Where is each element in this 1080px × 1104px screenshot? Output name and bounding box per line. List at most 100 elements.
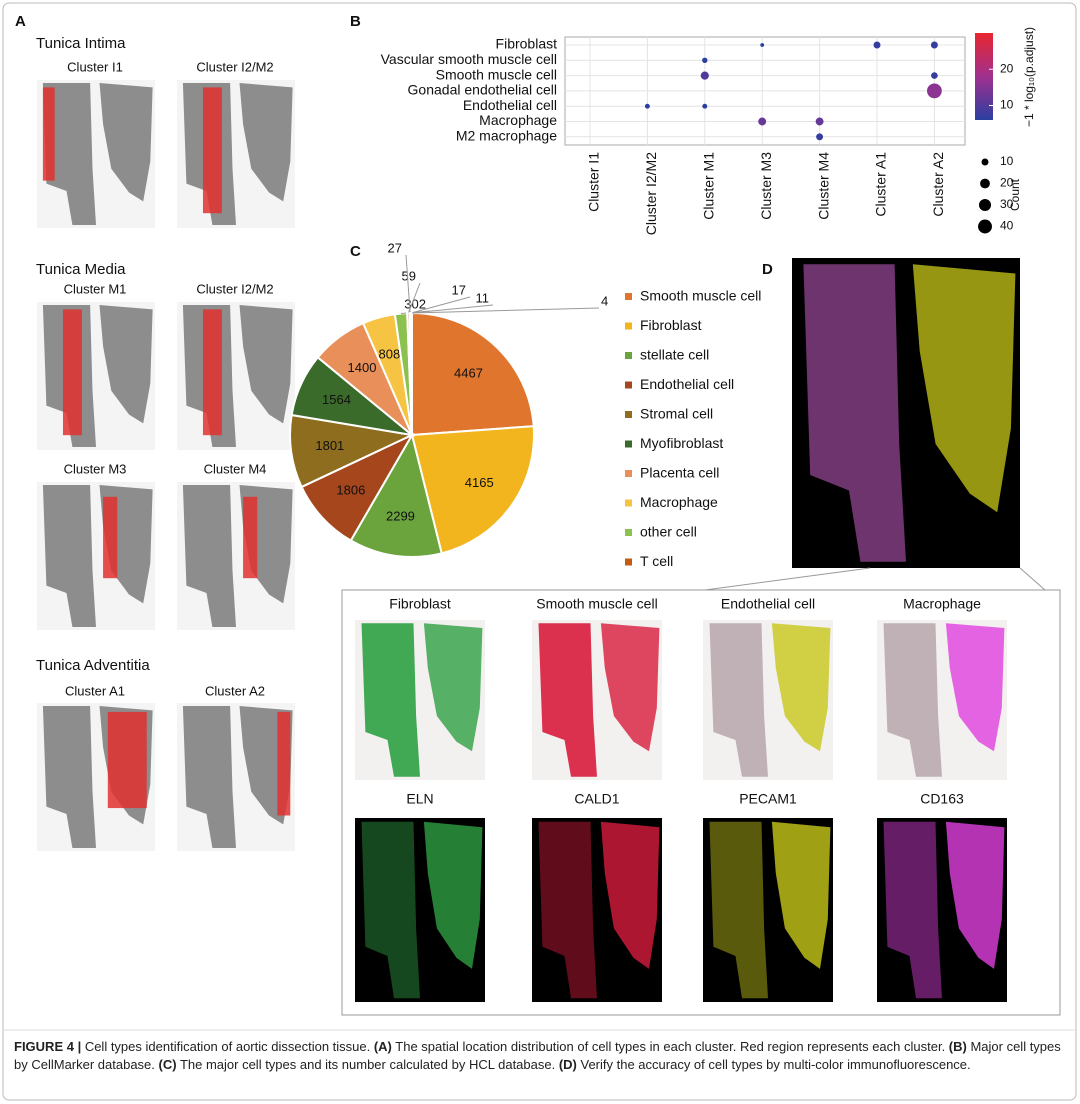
y-tick-label: Endothelial cell <box>463 97 557 113</box>
tissue <box>538 623 597 777</box>
cluster-label: Cluster I2/M2 <box>196 59 273 74</box>
y-tick-label: Vascular smooth muscle cell <box>381 51 557 67</box>
cluster-label: Cluster M3 <box>64 461 127 476</box>
tissue <box>239 83 293 202</box>
dot <box>758 117 767 126</box>
x-tick-label: Cluster M1 <box>701 152 717 220</box>
legend-swatch <box>625 322 632 330</box>
pie-slice <box>411 311 535 437</box>
slice-label: 59 <box>402 268 416 283</box>
colorbar-tick-label: 20 <box>1000 61 1014 75</box>
legend-swatch <box>625 499 632 507</box>
legend-swatch <box>625 293 632 300</box>
size-legend-label: 40 <box>1000 219 1014 233</box>
tissue <box>771 623 831 752</box>
caption-text: (A) <box>373 1039 392 1054</box>
y-tick-label: Smooth muscle cell <box>436 66 557 82</box>
tissue <box>945 821 1005 969</box>
slice-label: 808 <box>379 347 401 362</box>
tissue <box>709 821 768 999</box>
legend-swatch <box>625 352 632 359</box>
tissue <box>600 821 660 969</box>
y-tick-label: Macrophage <box>479 112 557 128</box>
cluster-region <box>62 309 82 436</box>
size-legend-label: 10 <box>1000 154 1014 168</box>
dot <box>700 71 709 80</box>
slice-label: 1564 <box>322 392 351 407</box>
caption-text: The spatial location distribution of cel… <box>391 1039 949 1054</box>
x-tick-label: Cluster M4 <box>815 152 831 220</box>
tissue <box>803 264 906 562</box>
pie-slice <box>300 432 415 542</box>
dot <box>873 41 881 49</box>
size-legend-dot <box>981 158 989 166</box>
group-title: Tunica Media <box>36 261 126 278</box>
caption-text: (C) <box>158 1057 177 1072</box>
caption-text: (B) <box>948 1039 967 1054</box>
size-legend-label: 20 <box>1000 176 1014 190</box>
tissue <box>99 83 153 202</box>
x-tick-label: Cluster I2/M2 <box>643 152 659 235</box>
tissue <box>361 821 420 999</box>
tissue <box>883 821 942 999</box>
cluster-region <box>277 711 291 816</box>
slice-label: 1801 <box>315 438 344 453</box>
legend-swatch <box>625 470 632 477</box>
dot <box>931 72 938 79</box>
tissue <box>182 485 236 627</box>
legend-label: Placenta cell <box>640 465 719 481</box>
legend-label: Myofibroblast <box>640 435 723 451</box>
cluster-label: Cluster A2 <box>205 683 265 698</box>
slice-label: 4165 <box>465 475 494 490</box>
tissue <box>423 623 483 752</box>
zoom-line <box>1019 567 1046 591</box>
legend-label: other cell <box>640 524 697 540</box>
caption-text: The major cell types and its number calc… <box>176 1057 559 1072</box>
x-tick-label: Cluster M3 <box>758 152 774 220</box>
caption-text: Verify the accuracy of cell types by mul… <box>576 1057 971 1072</box>
tissue <box>883 623 942 777</box>
cell-type-label: Fibroblast <box>389 596 451 612</box>
tissue <box>709 623 768 777</box>
cluster-label: Cluster M1 <box>64 281 127 296</box>
cell-type-label: Smooth muscle cell <box>536 596 657 612</box>
legend-label: Endothelial cell <box>640 376 734 392</box>
panel-label: C <box>350 243 361 260</box>
leader-line <box>411 307 600 314</box>
tissue <box>538 821 597 999</box>
size-legend-dot <box>980 178 990 189</box>
legend-label: Fibroblast <box>640 317 702 333</box>
legend-swatch <box>625 381 632 389</box>
pie-slice <box>349 432 443 558</box>
tissue <box>182 706 236 848</box>
legend-swatch <box>625 529 632 536</box>
x-tick-label: Cluster A2 <box>930 152 946 217</box>
legend-swatch <box>625 411 632 418</box>
pie-slice <box>410 425 535 555</box>
caption-text: (D) <box>558 1057 577 1072</box>
colorbar-tick-label: 10 <box>1000 98 1014 112</box>
caption-text: Major cell types by CellMarker database. <box>14 1039 1061 1072</box>
slice-label: 302 <box>404 296 426 311</box>
marker-label: CALD1 <box>574 791 619 807</box>
legend-swatch <box>625 440 632 448</box>
cluster-region <box>202 309 222 436</box>
legend-label: T cell <box>640 553 673 569</box>
cell-type-label: Endothelial cell <box>721 596 815 612</box>
dot <box>930 41 938 49</box>
y-tick-label: Fibroblast <box>496 36 558 52</box>
leader-line <box>405 254 411 314</box>
cluster-region <box>243 496 258 579</box>
colorbar <box>975 33 993 120</box>
y-tick-label: M2 macrophage <box>456 128 557 144</box>
x-tick-label: Cluster I1 <box>586 152 602 212</box>
marker-label: PECAM1 <box>739 791 797 807</box>
tissue <box>423 821 483 969</box>
colorbar-title: −1 * log₁₀(p.adjust) <box>1022 27 1036 127</box>
legend-label: stellate cell <box>640 347 709 363</box>
y-tick-label: Gonadal endothelial cell <box>408 82 557 98</box>
panel-label: A <box>15 13 26 30</box>
marker-label: ELN <box>406 791 433 807</box>
